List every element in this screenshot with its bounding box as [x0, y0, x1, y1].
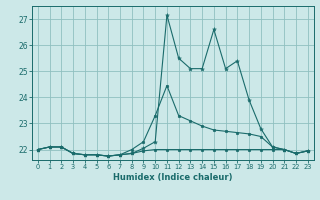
- X-axis label: Humidex (Indice chaleur): Humidex (Indice chaleur): [113, 173, 233, 182]
